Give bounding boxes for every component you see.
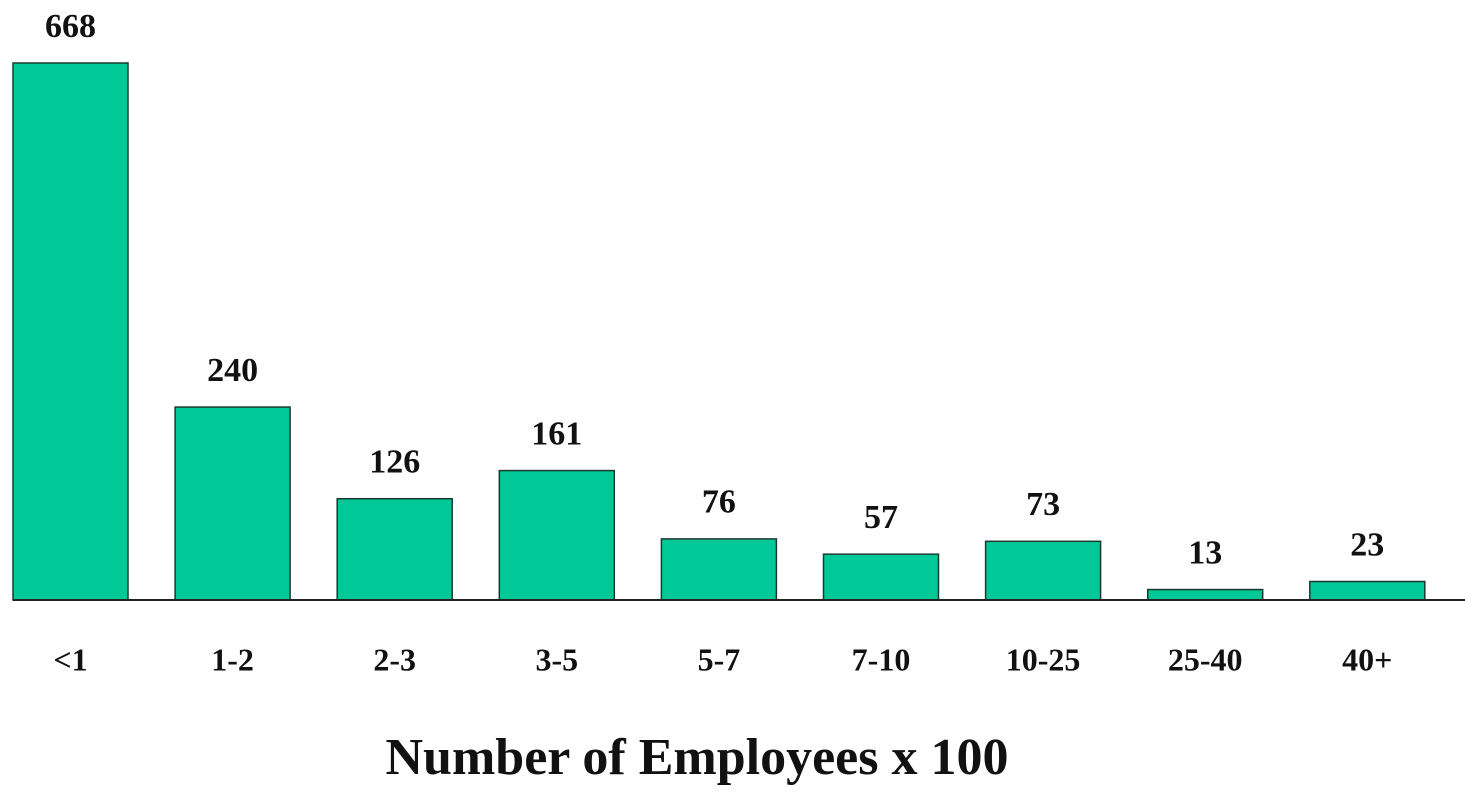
x-tick-label: <1 — [53, 641, 87, 677]
x-tick-label: 25-40 — [1168, 641, 1243, 677]
data-label: 240 — [207, 352, 258, 389]
data-label: 126 — [369, 444, 420, 481]
data-label: 57 — [864, 499, 898, 536]
data-label: 23 — [1350, 526, 1384, 563]
x-tick-label: 1-2 — [211, 641, 254, 677]
bar — [984, 540, 1102, 601]
x-tick-label: 40+ — [1342, 641, 1392, 677]
x-tick-label: 3-5 — [535, 641, 578, 677]
bar — [336, 497, 453, 601]
x-tick-label: 2-3 — [373, 641, 416, 677]
data-label: 161 — [531, 415, 582, 452]
data-label: 668 — [45, 8, 96, 45]
bar — [12, 62, 129, 601]
bar — [1309, 580, 1426, 601]
x-tick-label: 7-10 — [852, 641, 911, 677]
bar — [822, 553, 940, 601]
x-tick-label: 10-25 — [1006, 641, 1081, 677]
bar — [1146, 588, 1264, 601]
data-label: 13 — [1188, 534, 1222, 571]
bar — [660, 538, 778, 601]
bar — [174, 406, 291, 601]
x-tick-label: 5-7 — [698, 641, 741, 677]
data-label: 76 — [702, 484, 736, 521]
data-label: 73 — [1026, 486, 1060, 523]
bar — [498, 469, 616, 601]
x-axis-label: Number of Employees x 100 — [385, 729, 1008, 786]
